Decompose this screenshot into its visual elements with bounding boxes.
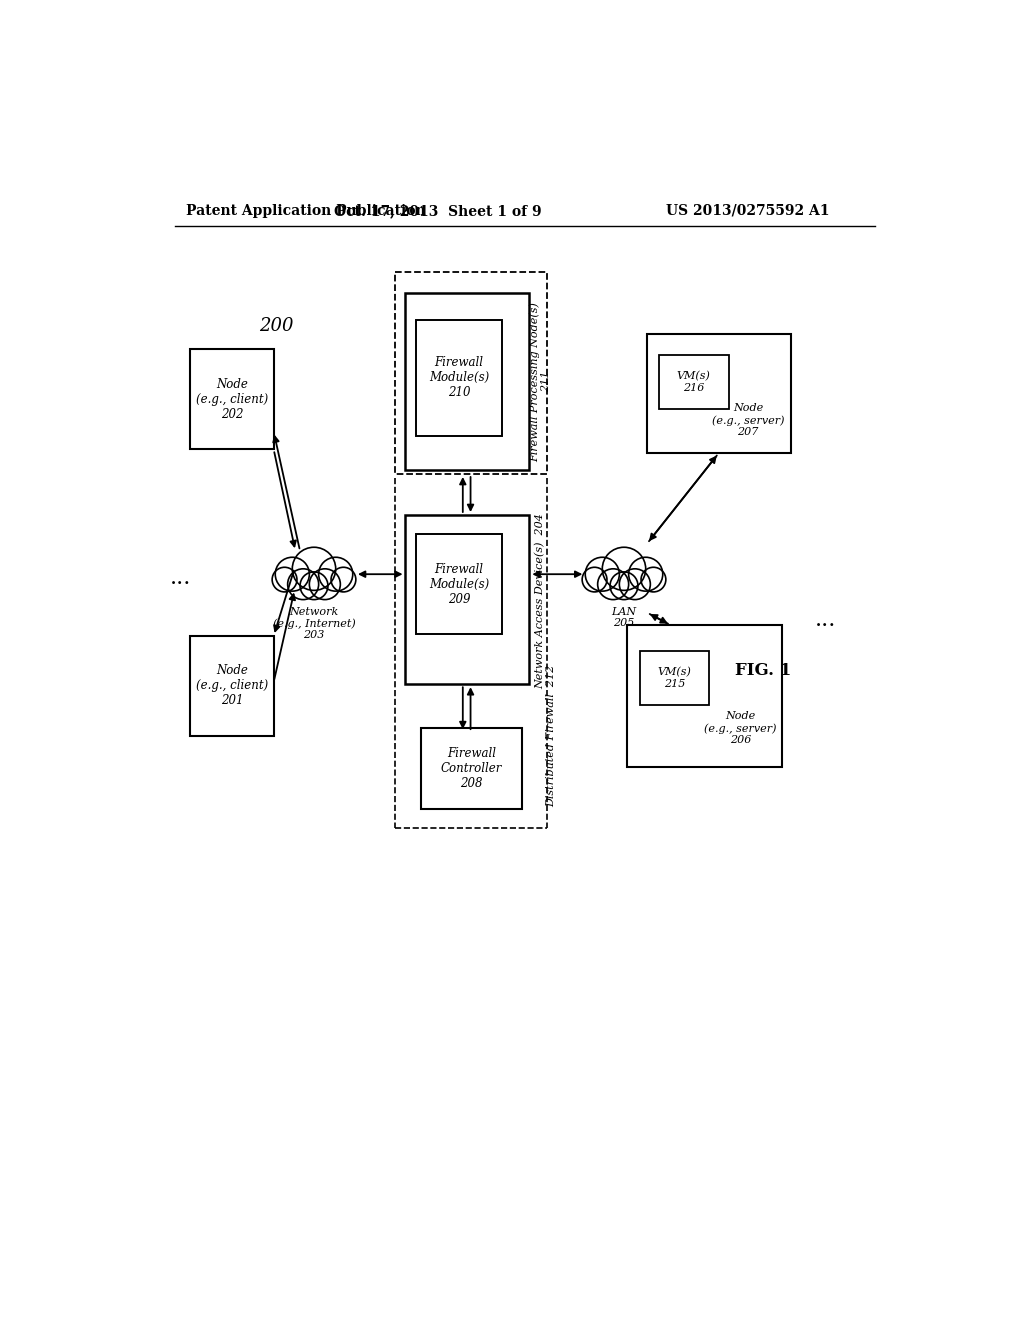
Circle shape	[288, 569, 318, 599]
Text: LAN
205: LAN 205	[611, 607, 637, 628]
Circle shape	[583, 568, 607, 591]
Text: Node
(e.g., server)
206: Node (e.g., server) 206	[705, 711, 776, 744]
Bar	[640, 651, 710, 705]
Circle shape	[629, 557, 663, 591]
Text: Firewall
Module(s)
209: Firewall Module(s) 209	[429, 562, 489, 606]
Text: ...: ...	[170, 568, 191, 589]
Text: ...: ...	[815, 610, 837, 631]
Text: Distributed Firewall  212: Distributed Firewall 212	[547, 665, 556, 807]
Text: Node
(e.g., server)
207: Node (e.g., server) 207	[712, 404, 784, 437]
Text: VM(s)
215: VM(s) 215	[657, 667, 691, 689]
Text: Oct. 17, 2013  Sheet 1 of 9: Oct. 17, 2013 Sheet 1 of 9	[334, 203, 542, 218]
Bar	[421, 729, 521, 809]
Circle shape	[318, 557, 352, 591]
Text: FIG. 1: FIG. 1	[735, 661, 792, 678]
Text: Node
(e.g., client)
201: Node (e.g., client) 201	[196, 664, 268, 708]
Bar	[190, 636, 273, 737]
Text: VM(s)
216: VM(s) 216	[677, 371, 711, 392]
Circle shape	[586, 557, 620, 591]
Circle shape	[331, 568, 356, 591]
Text: Network Access Device(s)  204: Network Access Device(s) 204	[536, 513, 546, 689]
Circle shape	[602, 548, 646, 590]
Text: Firewall
Controller
208: Firewall Controller 208	[440, 747, 502, 789]
Circle shape	[272, 568, 297, 591]
Circle shape	[598, 569, 629, 599]
Bar	[406, 515, 529, 684]
Text: Patent Application Publication: Patent Application Publication	[186, 203, 426, 218]
Bar	[417, 535, 502, 635]
Bar	[658, 355, 729, 409]
Bar	[406, 293, 529, 470]
Circle shape	[620, 569, 650, 599]
Circle shape	[292, 548, 336, 590]
Circle shape	[275, 557, 309, 591]
Bar	[627, 626, 782, 767]
Text: US 2013/0275592 A1: US 2013/0275592 A1	[667, 203, 829, 218]
Text: Network
(e.g., Internet)
203: Network (e.g., Internet) 203	[272, 607, 355, 640]
Circle shape	[309, 569, 340, 599]
Text: Firewall Processing Node(s)
211: Firewall Processing Node(s) 211	[529, 302, 551, 462]
Circle shape	[300, 572, 328, 599]
Bar	[190, 350, 273, 450]
Text: Firewall
Module(s)
210: Firewall Module(s) 210	[429, 356, 489, 400]
Circle shape	[610, 572, 638, 599]
Bar	[417, 321, 502, 436]
Bar	[647, 334, 791, 453]
Text: Node
(e.g., client)
202: Node (e.g., client) 202	[196, 378, 268, 421]
Bar	[395, 272, 547, 474]
Text: 200: 200	[259, 317, 294, 335]
Circle shape	[641, 568, 666, 591]
